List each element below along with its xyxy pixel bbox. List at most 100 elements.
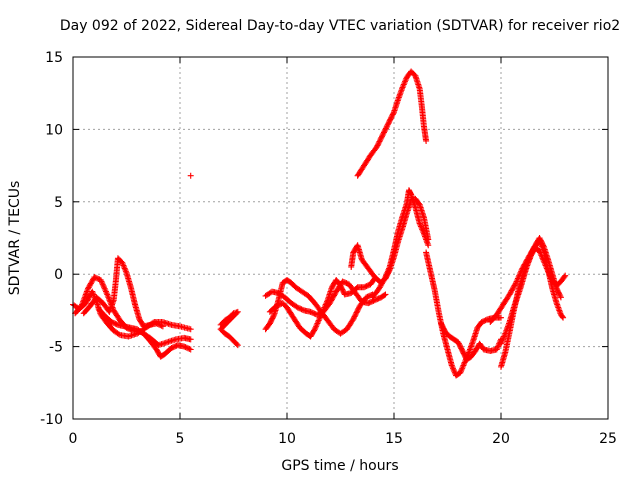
x-tick-label: 15 [385, 431, 403, 447]
data-point [99, 279, 106, 286]
data-point [380, 130, 387, 137]
data-point [85, 295, 92, 302]
data-point [308, 309, 315, 316]
data-point [513, 278, 520, 285]
data-point [158, 322, 165, 329]
data-point [376, 138, 383, 145]
data-point [154, 321, 161, 328]
data-point [507, 290, 514, 297]
data-point [383, 124, 390, 131]
data-point [156, 321, 163, 328]
data-point [87, 280, 94, 287]
data-point [294, 304, 301, 311]
data-point [536, 237, 543, 244]
series-track-f [262, 276, 376, 337]
data-point [84, 285, 91, 292]
data-point [419, 227, 426, 234]
data-point [418, 224, 425, 231]
series-track-c [80, 255, 166, 330]
data-point [168, 345, 175, 352]
data-point [343, 280, 350, 287]
data-point [330, 293, 337, 300]
data-point [186, 345, 193, 352]
data-point [380, 129, 387, 136]
data-point [381, 292, 388, 299]
data-point [507, 288, 514, 295]
y-axis-label: SDTVAR / TECUs [7, 181, 23, 296]
data-point [185, 345, 192, 352]
data-point [377, 135, 384, 142]
y-tick-label: 0 [54, 267, 63, 283]
data-point [383, 271, 390, 278]
data-point [187, 346, 194, 353]
data-point [382, 291, 389, 298]
data-point [115, 331, 122, 338]
data-point [320, 307, 327, 314]
data-point [498, 339, 505, 346]
data-point [99, 281, 106, 288]
data-point [311, 310, 318, 317]
data-point [342, 279, 349, 286]
data-point [86, 293, 93, 300]
data-point [375, 141, 382, 148]
data-point [561, 273, 568, 280]
data-point [459, 365, 466, 372]
y-tick-label: 15 [45, 50, 63, 66]
data-point [87, 281, 94, 288]
data-point [374, 142, 381, 149]
x-tick-label: 5 [176, 431, 185, 447]
data-point [121, 265, 128, 272]
series-track-m [354, 68, 430, 179]
x-tick-label: 20 [492, 431, 510, 447]
data-point [91, 274, 98, 281]
data-point [461, 360, 468, 367]
data-point [514, 276, 521, 283]
grid-lines [73, 57, 608, 419]
data-point [363, 283, 370, 290]
data-point [105, 294, 112, 301]
data-point [119, 259, 126, 266]
data-point [385, 120, 392, 127]
data-point [270, 312, 277, 319]
data-point [509, 286, 516, 293]
data-point [537, 239, 544, 246]
plot-frame [72, 56, 609, 420]
data-point [383, 272, 390, 279]
x-tick-label: 10 [278, 431, 296, 447]
data-point [378, 280, 385, 287]
data-point [417, 221, 424, 228]
data-point [377, 283, 384, 290]
data-point [366, 299, 373, 306]
y-tick-label: -10 [40, 412, 63, 428]
data-point [510, 285, 517, 292]
data-marks [70, 68, 569, 379]
data-point [234, 342, 241, 349]
data-point [307, 308, 314, 315]
data-point [310, 310, 317, 317]
y-tick-label: 5 [54, 195, 63, 211]
data-point [101, 284, 108, 291]
data-point [169, 344, 176, 351]
data-point [331, 291, 338, 298]
data-point [559, 313, 566, 320]
data-point [122, 268, 129, 275]
data-point [417, 223, 424, 230]
data-point [315, 317, 322, 324]
data-point [384, 269, 391, 276]
data-point [102, 288, 109, 295]
data-point [537, 240, 544, 247]
data-point [377, 137, 384, 144]
data-point [498, 340, 504, 347]
data-point [89, 288, 96, 295]
data-point [382, 125, 389, 132]
data-point [97, 276, 104, 283]
data-point [319, 308, 326, 315]
data-point [159, 323, 166, 330]
tick-labels: 0 5 10 15 20 25 -10 -5 0 5 10 15 [40, 50, 617, 447]
data-point [324, 298, 331, 305]
data-point [449, 363, 456, 370]
data-point [351, 313, 358, 320]
series-track-p [498, 237, 567, 347]
data-point [376, 284, 383, 291]
